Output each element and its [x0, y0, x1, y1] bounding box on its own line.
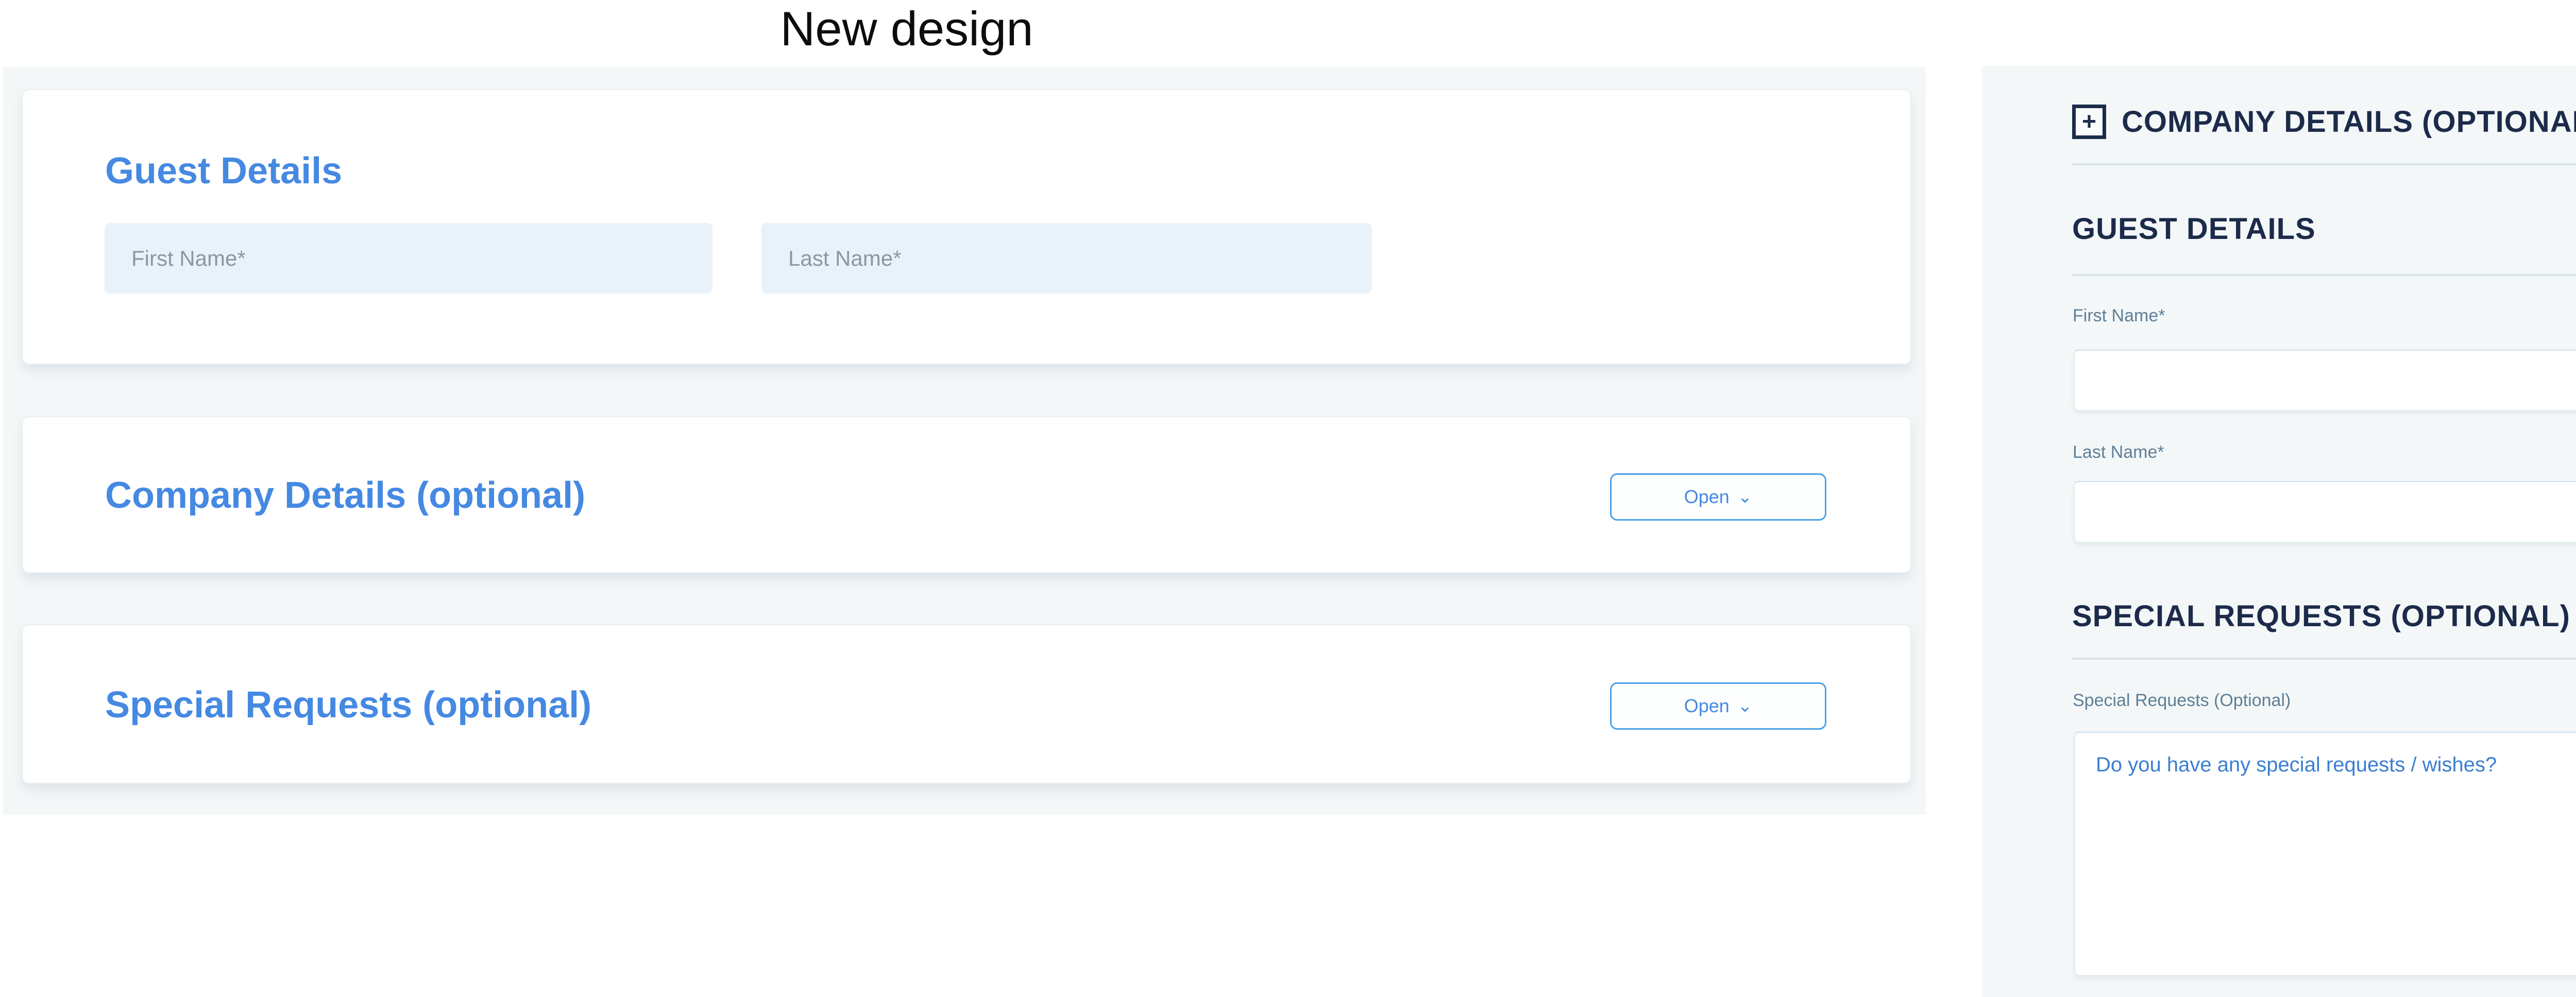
first-name-input[interactable]: [105, 223, 713, 294]
company-details-heading: Company Details (optional): [105, 475, 586, 516]
company-details-card: Company Details (optional) Open ⌄: [22, 416, 1911, 573]
requests-open-button[interactable]: Open ⌄: [1610, 682, 1826, 730]
chevron-down-icon: ⌄: [1737, 696, 1753, 716]
previous-design-panel: + COMPANY DETAILS (OPTIONAL) GUEST DETAI…: [1982, 66, 2576, 997]
last-name-label: Last Name*: [2073, 442, 2164, 462]
guest-details-section-heading: GUEST DETAILS: [2072, 212, 2316, 246]
company-details-section-heading: COMPANY DETAILS (OPTIONAL): [2122, 105, 2576, 139]
expand-plus-icon[interactable]: +: [2072, 105, 2106, 139]
page-title-previous: Previous design: [1982, 0, 2576, 58]
guest-details-card: Guest Details: [22, 89, 1911, 365]
last-name-input-previous[interactable]: [2074, 481, 2576, 543]
first-name-input-previous[interactable]: [2074, 350, 2576, 411]
last-name-input[interactable]: [761, 223, 1372, 294]
chevron-down-icon: ⌄: [1737, 487, 1753, 507]
section-divider: [2072, 274, 2576, 276]
section-divider: [2072, 658, 2576, 660]
open-button-label: Open: [1684, 695, 1730, 716]
special-requests-section-heading: SPECIAL REQUESTS (OPTIONAL): [2072, 599, 2570, 633]
page-title-new: New design: [780, 2, 1033, 56]
company-open-button[interactable]: Open ⌄: [1610, 473, 1826, 521]
guest-details-heading: Guest Details: [105, 150, 343, 192]
special-requests-heading: Special Requests (optional): [105, 684, 592, 726]
special-requests-textarea[interactable]: [2074, 732, 2576, 976]
special-requests-label: Special Requests (Optional): [2073, 691, 2291, 710]
open-button-label: Open: [1684, 486, 1730, 507]
section-divider: [2072, 163, 2576, 165]
first-name-label: First Name*: [2073, 306, 2165, 325]
special-requests-card: Special Requests (optional) Open ⌄: [22, 624, 1911, 784]
